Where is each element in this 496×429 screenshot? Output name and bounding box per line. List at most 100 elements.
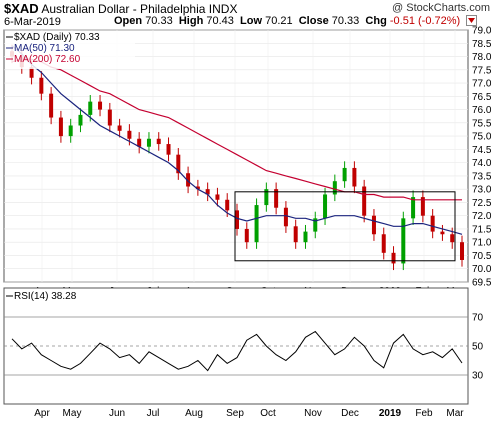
candle-body xyxy=(303,231,308,243)
candle-body xyxy=(146,138,151,147)
price-y-tick-label: 74.5 xyxy=(472,145,492,156)
candle-body xyxy=(460,242,464,260)
price-y-axis: 69.5 70.0 70.5 71.0 71.5 72.0 72.5 73.0 73.5 74.0… xyxy=(472,26,492,289)
candle-body xyxy=(166,144,171,155)
exchange: INDX xyxy=(208,2,238,16)
rsi-x-tick-label: May xyxy=(63,408,82,419)
rsi-x-tick-label: Sep xyxy=(226,408,244,419)
candle-body xyxy=(117,125,122,131)
candle-body xyxy=(49,93,54,118)
rsi-y-tick-label: 30 xyxy=(472,371,484,382)
rsi-x-tick-label: Apr xyxy=(34,408,50,419)
price-legend: $XAD (Daily) 70.33 MA(50) 71.30 MA(200) … xyxy=(5,31,135,69)
rsi-y-axis: 30 50 70 xyxy=(472,313,484,382)
rsi-panel xyxy=(3,287,469,405)
rsi-x-tick-label: 2019 xyxy=(379,408,402,419)
price-y-tick-label: 77.5 xyxy=(472,65,492,76)
legend-ma200: MA(200) 72.60 xyxy=(14,54,81,65)
price-y-tick-label: 69.5 xyxy=(472,278,492,289)
price-y-tick-label: 78.0 xyxy=(472,52,492,63)
range-box xyxy=(234,191,456,262)
rsi-x-axis: Apr May Jun Jul Aug Sep Oct Nov Dec 2019 Feb Mar xyxy=(34,408,464,419)
candle-body xyxy=(186,173,191,187)
price-candles xyxy=(10,44,464,271)
candle-body xyxy=(420,197,425,216)
candle-body xyxy=(29,67,34,78)
price-gridlines xyxy=(4,29,468,283)
ma200-line xyxy=(11,58,462,201)
change-value: -0.51 (-0.72%) xyxy=(389,15,461,27)
rsi-x-tick-label: Mar xyxy=(446,408,464,419)
candle-body xyxy=(371,215,376,235)
candle-body xyxy=(401,218,406,264)
rsi-x-tick-label: Jun xyxy=(109,408,125,419)
price-y-tick-label: 72.0 xyxy=(472,211,492,222)
candle-body xyxy=(362,186,367,216)
symbol: $XAD xyxy=(4,1,39,16)
quote-line: Open 70.33 High 70.43 Low 70.21 Close 70… xyxy=(114,15,478,27)
candle-body xyxy=(225,199,230,211)
candle-body xyxy=(342,167,347,182)
rsi-reference-lines xyxy=(4,316,468,376)
rsi-line xyxy=(11,330,463,372)
legend-price: $XAD (Daily) 70.33 xyxy=(14,32,100,43)
price-y-tick-label: 79.0 xyxy=(472,26,492,37)
rsi-x-tick-label: Feb xyxy=(415,408,433,419)
price-y-tick-label: 76.5 xyxy=(472,92,492,103)
low-value: 70.21 xyxy=(265,15,293,27)
price-y-tick-label: 71.5 xyxy=(472,224,492,235)
candle-body xyxy=(39,77,44,94)
down-arrow-icon xyxy=(466,15,478,26)
candle-body xyxy=(107,109,112,126)
candle-body xyxy=(235,210,239,229)
price-y-tick-label: 77.0 xyxy=(472,79,492,90)
candle-body xyxy=(205,189,210,195)
candle-body xyxy=(313,218,318,232)
legend-ma50: MA(50) 71.30 xyxy=(14,43,75,54)
candle-body xyxy=(323,194,328,219)
candle-body xyxy=(450,234,455,243)
price-y-tick-label: 75.0 xyxy=(472,132,492,143)
candle-body xyxy=(430,215,435,232)
price-y-tick-label: 76.0 xyxy=(472,105,492,116)
candle-body xyxy=(127,130,132,139)
open-value: 70.33 xyxy=(145,15,173,27)
price-y-tick-label: 70.0 xyxy=(472,264,492,275)
candle-body xyxy=(411,197,416,219)
candle-body xyxy=(98,101,103,110)
price-y-tick-label: 74.0 xyxy=(472,158,492,169)
candle-body xyxy=(195,186,200,190)
chart-title: $XAD Australian Dollar - Philadelphia IN… xyxy=(4,1,237,16)
candle-body xyxy=(78,114,83,126)
candle-body xyxy=(254,205,259,243)
candle-body xyxy=(215,194,220,200)
instrument-name: Australian Dollar - Philadelphia xyxy=(41,2,206,16)
price-y-tick-label: 78.5 xyxy=(472,39,492,50)
rsi-x-tick-label: Aug xyxy=(185,408,203,419)
rsi-x-tick-label: Nov xyxy=(304,408,322,419)
candle-body xyxy=(244,228,249,243)
candle-body xyxy=(88,101,93,115)
rsi-x-tick-label: Oct xyxy=(260,408,276,419)
rsi-x-tick-label: Jul xyxy=(147,408,160,419)
price-y-tick-label: 75.5 xyxy=(472,118,492,129)
candle-body xyxy=(352,167,357,187)
quote-date: 6-Mar-2019 xyxy=(4,16,61,28)
price-y-tick-label: 72.5 xyxy=(472,198,492,209)
rsi-x-tick-label: Dec xyxy=(341,408,359,419)
candle-body xyxy=(391,252,396,264)
candle-body xyxy=(264,189,269,206)
price-panel xyxy=(3,29,469,283)
rsi-y-tick-label: 50 xyxy=(472,342,484,353)
candle-body xyxy=(440,231,445,235)
high-value: 70.43 xyxy=(206,15,234,27)
candle-body xyxy=(68,125,73,137)
ma50-line xyxy=(11,45,463,235)
candle-body xyxy=(137,138,142,147)
candle-body xyxy=(381,234,386,253)
candle-body xyxy=(156,138,161,145)
rsi-y-tick-label: 70 xyxy=(472,313,484,324)
close-value: 70.33 xyxy=(331,15,360,27)
candle-body xyxy=(176,154,181,174)
